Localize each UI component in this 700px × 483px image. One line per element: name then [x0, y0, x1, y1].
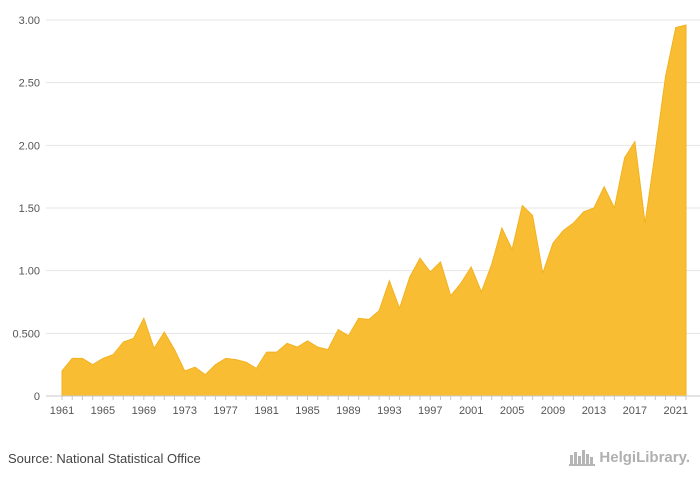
- data-point[interactable]: [674, 26, 678, 30]
- data-point[interactable]: [561, 229, 565, 233]
- data-point[interactable]: [571, 221, 575, 225]
- data-point[interactable]: [653, 150, 657, 154]
- data-point[interactable]: [438, 260, 442, 264]
- y-tick-label: 1.00: [19, 266, 40, 278]
- data-point[interactable]: [541, 271, 545, 275]
- data-point[interactable]: [510, 247, 514, 251]
- x-tick-label: 1997: [418, 405, 442, 417]
- data-point[interactable]: [265, 350, 269, 354]
- data-point[interactable]: [70, 356, 74, 360]
- x-tick-label: 1973: [173, 405, 197, 417]
- y-tick-label: 0: [34, 391, 40, 403]
- data-point[interactable]: [213, 363, 217, 367]
- data-point[interactable]: [469, 265, 473, 269]
- data-point[interactable]: [387, 279, 391, 283]
- data-point[interactable]: [500, 226, 504, 230]
- data-point[interactable]: [602, 185, 606, 189]
- data-point[interactable]: [643, 221, 647, 225]
- x-tick-label: 1969: [132, 405, 156, 417]
- data-point[interactable]: [224, 356, 228, 360]
- data-point[interactable]: [275, 350, 279, 354]
- y-tick-label: 0.500: [12, 328, 40, 340]
- x-tick-label: 2013: [582, 405, 606, 417]
- data-point[interactable]: [623, 156, 627, 160]
- x-tick-label: 2021: [664, 405, 688, 417]
- data-point[interactable]: [592, 206, 596, 210]
- area-layer: [60, 23, 688, 397]
- data-point[interactable]: [60, 369, 64, 373]
- data-point[interactable]: [479, 290, 483, 294]
- brand-logo[interactable]: HelgiLibrary.: [569, 448, 690, 466]
- data-point[interactable]: [418, 256, 422, 260]
- data-point[interactable]: [173, 348, 177, 352]
- data-point[interactable]: [346, 334, 350, 338]
- x-axis: 1961 1965 1969 1973 1977 1981 1985 1989 1993 1997…: [46, 395, 700, 417]
- x-tick-label: 2001: [459, 405, 483, 417]
- x-tick-label: 1965: [91, 405, 115, 417]
- data-point[interactable]: [306, 339, 310, 343]
- y-tick-label: 2.00: [19, 140, 40, 152]
- data-point[interactable]: [142, 316, 146, 320]
- y-axis: 0 0.500 1.00 1.50 2.00 2.50 3.00: [12, 15, 40, 403]
- data-point[interactable]: [684, 23, 688, 27]
- data-point[interactable]: [459, 281, 463, 285]
- data-point[interactable]: [162, 330, 166, 334]
- library-logo-icon: [569, 450, 596, 466]
- data-point[interactable]: [633, 140, 637, 144]
- data-point[interactable]: [183, 369, 187, 373]
- data-point[interactable]: [254, 366, 258, 370]
- y-tick-label: 3.00: [19, 15, 40, 27]
- data-point[interactable]: [244, 360, 248, 364]
- data-point[interactable]: [449, 294, 453, 298]
- data-point[interactable]: [295, 345, 299, 349]
- data-point[interactable]: [111, 353, 115, 357]
- data-point[interactable]: [408, 275, 412, 279]
- y-tick-label: 1.50: [19, 203, 40, 215]
- y-tick-label: 2.50: [19, 78, 40, 90]
- data-point[interactable]: [367, 318, 371, 322]
- x-tick-label: 2005: [500, 405, 524, 417]
- x-tick-label: 1981: [254, 405, 278, 417]
- data-point[interactable]: [582, 210, 586, 214]
- data-point[interactable]: [612, 206, 616, 210]
- data-point[interactable]: [316, 345, 320, 349]
- data-point[interactable]: [101, 356, 105, 360]
- brand-name: HelgiLibrary.: [599, 448, 690, 466]
- x-tick-label: 2009: [541, 405, 565, 417]
- x-tick-label: 1977: [213, 405, 237, 417]
- series-area: [61, 24, 687, 397]
- data-point[interactable]: [80, 356, 84, 360]
- data-point[interactable]: [664, 74, 668, 78]
- x-tick-label: 1993: [377, 405, 401, 417]
- source-note: Source: National Statistical Office: [8, 451, 201, 466]
- data-point[interactable]: [357, 316, 361, 320]
- data-point[interactable]: [326, 348, 330, 352]
- area-chart: 1961 1965 1969 1973 1977 1981 1985 1989 1993 1997…: [12, 15, 700, 417]
- x-tick-label: 1985: [295, 405, 319, 417]
- data-point[interactable]: [428, 270, 432, 274]
- data-point[interactable]: [285, 341, 289, 345]
- data-point[interactable]: [520, 203, 524, 207]
- data-point[interactable]: [203, 373, 207, 377]
- data-point[interactable]: [91, 363, 95, 367]
- data-point[interactable]: [121, 340, 125, 344]
- x-tick-label: 1989: [336, 405, 360, 417]
- data-point[interactable]: [132, 336, 136, 340]
- x-tick-label: 1961: [50, 405, 74, 417]
- data-point[interactable]: [398, 306, 402, 310]
- data-point[interactable]: [234, 358, 238, 362]
- data-point[interactable]: [531, 214, 535, 218]
- data-point[interactable]: [152, 346, 156, 350]
- data-point[interactable]: [377, 309, 381, 313]
- data-point[interactable]: [193, 365, 197, 369]
- data-point[interactable]: [551, 241, 555, 245]
- data-point[interactable]: [336, 328, 340, 332]
- data-point[interactable]: [490, 262, 494, 266]
- x-tick-label: 2017: [623, 405, 647, 417]
